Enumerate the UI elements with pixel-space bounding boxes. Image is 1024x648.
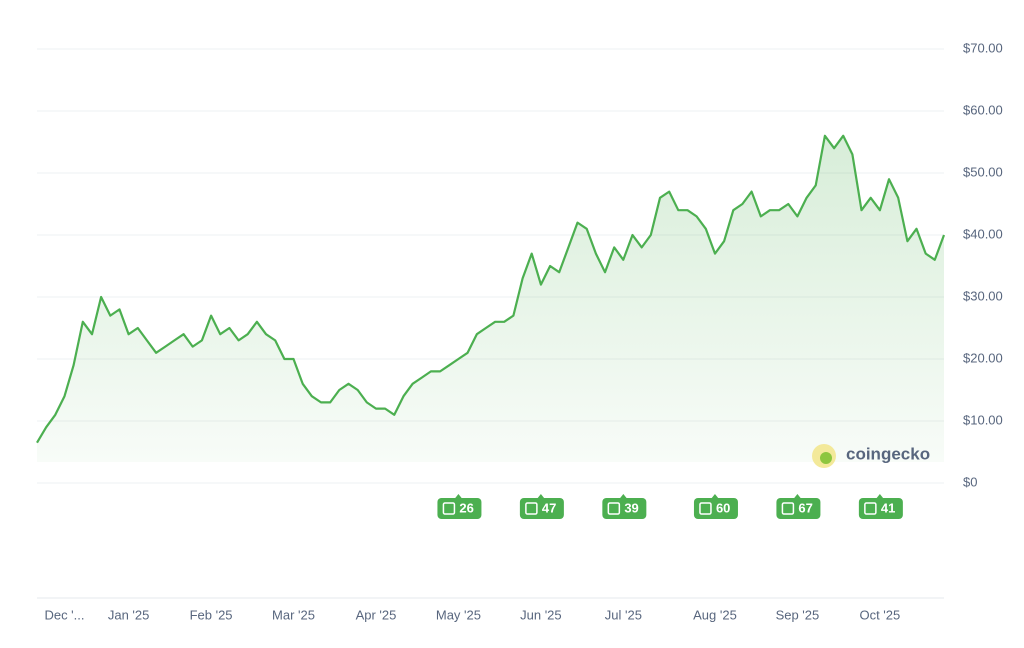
news-badge: 39 [602,494,647,519]
news-icon [607,502,621,515]
badge-pointer [536,494,545,499]
y-tick-label: $0 [963,474,977,489]
x-tick-label: Aug '25 [693,607,737,622]
area [37,135,944,463]
badge-pointer [454,494,463,499]
x-tick-label: Jul '25 [605,607,642,622]
logo [820,452,832,464]
news-icon [442,502,456,515]
x-tick-label: Oct '25 [859,607,900,622]
news-icon [864,502,877,515]
x-tick-label: Mar '25 [272,607,315,622]
news-icon [699,502,712,515]
badge-pointer [619,494,628,499]
news-badge: 47 [519,494,564,519]
badge-count: 67 [798,500,812,515]
badge-count: 26 [459,500,473,515]
news-badge: 26 [437,494,482,519]
y-tick-label: $40.00 [963,226,1003,241]
badge-pointer [710,494,719,499]
x-tick-label: Feb '25 [190,607,233,622]
x-tick-label: Jun '25 [520,607,562,622]
news-badge: 67 [776,494,821,519]
watermark-text: coingecko [846,444,930,463]
x-tick-label: Sep '25 [776,607,820,622]
x-tick-label: Dec '... [44,607,84,622]
y-tick-label: $20.00 [963,350,1003,365]
news-icon [525,502,538,515]
badge-pointer [875,494,884,499]
x-tick-label: Apr '25 [356,607,397,622]
y-tick-label: $70.00 [963,40,1003,55]
news-badge: 60 [693,494,738,519]
y-tick-label: $60.00 [963,102,1003,117]
x-tick-label: May '25 [436,607,481,622]
badge-pointer [793,494,802,499]
y-tick-label: $50.00 [963,164,1003,179]
watermark: coingecko [812,444,930,468]
badge-count: 41 [881,500,895,515]
news-badge: 41 [858,494,903,519]
y-tick-label: $10.00 [963,412,1003,427]
badge-count: 60 [716,500,730,515]
price-line [36,134,946,444]
x-tick-label: Jan '25 [108,607,150,622]
news-icon [781,502,795,515]
badge-count: 39 [624,500,638,515]
badge-count: 47 [542,500,556,515]
y-tick-label: $30.00 [963,288,1003,303]
